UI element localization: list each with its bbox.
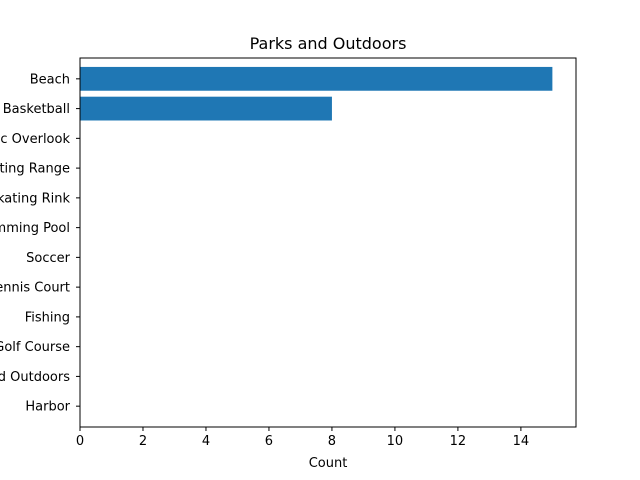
x-tick-label-8: 8 <box>328 434 336 449</box>
bar-beach <box>80 66 553 91</box>
y-tick-label-soccer: Soccer <box>26 251 70 266</box>
x-tick-label-12: 12 <box>450 434 467 449</box>
x-tick-label-14: 14 <box>513 434 530 449</box>
x-tick-label-0: 0 <box>76 434 84 449</box>
y-tick-label-skating-rink: Skating Rink <box>0 191 70 206</box>
y-tick-label-swimming-pool: Swimming Pool <box>0 221 70 236</box>
y-tick-label-golf-course: Golf Course <box>0 340 70 355</box>
y-tick-labels: Beach Basketball Scenic Overlook Shooting R… <box>0 72 80 415</box>
bars-group <box>80 66 553 121</box>
bar-basketball <box>80 96 332 121</box>
plot-frame <box>79 57 577 428</box>
x-tick-label-6: 6 <box>265 434 273 449</box>
y-tick-label-fishing: Fishing <box>25 310 70 325</box>
x-axis-label: Count <box>309 456 348 471</box>
y-tick-label-shooting-range: Shooting Range <box>0 162 70 177</box>
y-tick-label-scenic-overlook: Scenic Overlook <box>0 132 70 147</box>
x-tick-label-4: 4 <box>202 434 210 449</box>
x-tick-label-2: 2 <box>139 434 147 449</box>
y-tick-label-harbor: Harbor <box>25 400 70 415</box>
y-tick-label-basketball: Basketball <box>3 102 70 117</box>
x-ticks: 0 2 4 6 8 10 12 14 <box>76 427 529 449</box>
chart-title: Parks and Outdoors <box>250 34 407 53</box>
x-tick-label-10: 10 <box>387 434 404 449</box>
y-tick-label-beach: Beach <box>30 72 70 87</box>
y-tick-label-parks-and-outdoors: Parks and Outdoors <box>0 370 70 385</box>
y-tick-label-tennis-court: Tennis Court <box>0 281 70 296</box>
